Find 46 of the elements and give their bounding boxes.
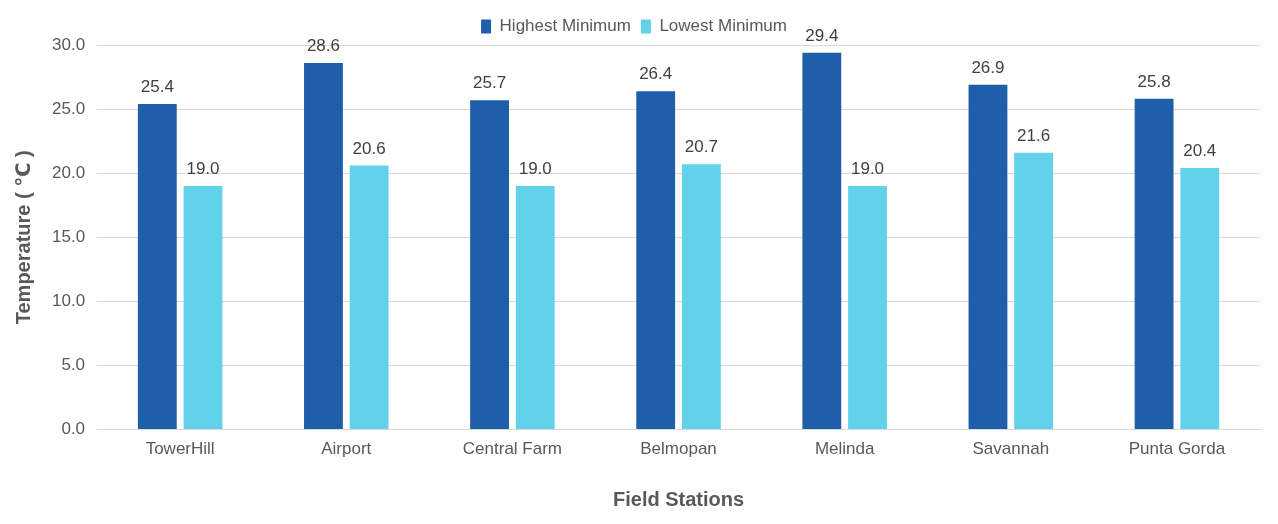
y-tick-label: 0.0 — [61, 419, 86, 439]
bar — [1134, 98, 1174, 430]
x-tick-label: TowerHill — [145, 439, 215, 459]
y-tick-label: 15.0 — [51, 226, 86, 246]
bar — [183, 186, 223, 430]
data-label: 25.8 — [1137, 72, 1171, 92]
legend-label: Highest Minimum — [499, 16, 631, 36]
data-label: 19.0 — [850, 159, 885, 179]
bar — [848, 186, 887, 430]
data-label: 26.4 — [639, 64, 673, 84]
data-label: 21.6 — [1017, 125, 1051, 145]
data-label: 29.4 — [805, 25, 839, 45]
legend-label: Lowest Minimum — [659, 16, 787, 36]
x-tick-label: Savannah — [972, 439, 1050, 459]
data-label: 19.0 — [186, 159, 220, 179]
x-tick-label: Central Farm — [462, 439, 563, 459]
x-tick-label: Airport — [321, 439, 372, 459]
y-tick-label: 5.0 — [61, 355, 86, 375]
bar — [968, 84, 1008, 430]
y-tick-label: 30.0 — [51, 34, 86, 54]
bar — [349, 165, 389, 430]
bar — [636, 91, 676, 430]
data-label: 19.0 — [518, 159, 552, 179]
data-label: 25.4 — [140, 77, 174, 97]
y-tick-label: 20.0 — [51, 162, 86, 182]
x-tick-label: Belmopan — [640, 439, 717, 459]
bar — [681, 164, 721, 430]
y-tick-label: 10.0 — [51, 291, 86, 311]
bar — [137, 103, 177, 430]
x-axis-title: Field Stations — [612, 487, 745, 510]
bar — [470, 100, 509, 430]
y-axis-title: Temperature ( ℃ ) — [11, 150, 34, 325]
x-tick-label: Melinda — [814, 439, 875, 459]
bar — [1180, 168, 1220, 430]
data-label: 26.9 — [971, 57, 1005, 77]
bar — [515, 186, 555, 430]
data-label: 28.6 — [306, 36, 340, 56]
bar — [802, 52, 842, 430]
bar — [1014, 152, 1054, 430]
data-label: 20.4 — [1183, 141, 1217, 161]
bar — [304, 62, 343, 430]
x-tick-label: Punta Gorda — [1128, 439, 1226, 459]
y-tick-label: 25.0 — [51, 98, 86, 118]
data-label: 25.7 — [473, 73, 507, 93]
data-label: 20.7 — [684, 137, 718, 157]
data-label: 20.6 — [352, 138, 386, 158]
